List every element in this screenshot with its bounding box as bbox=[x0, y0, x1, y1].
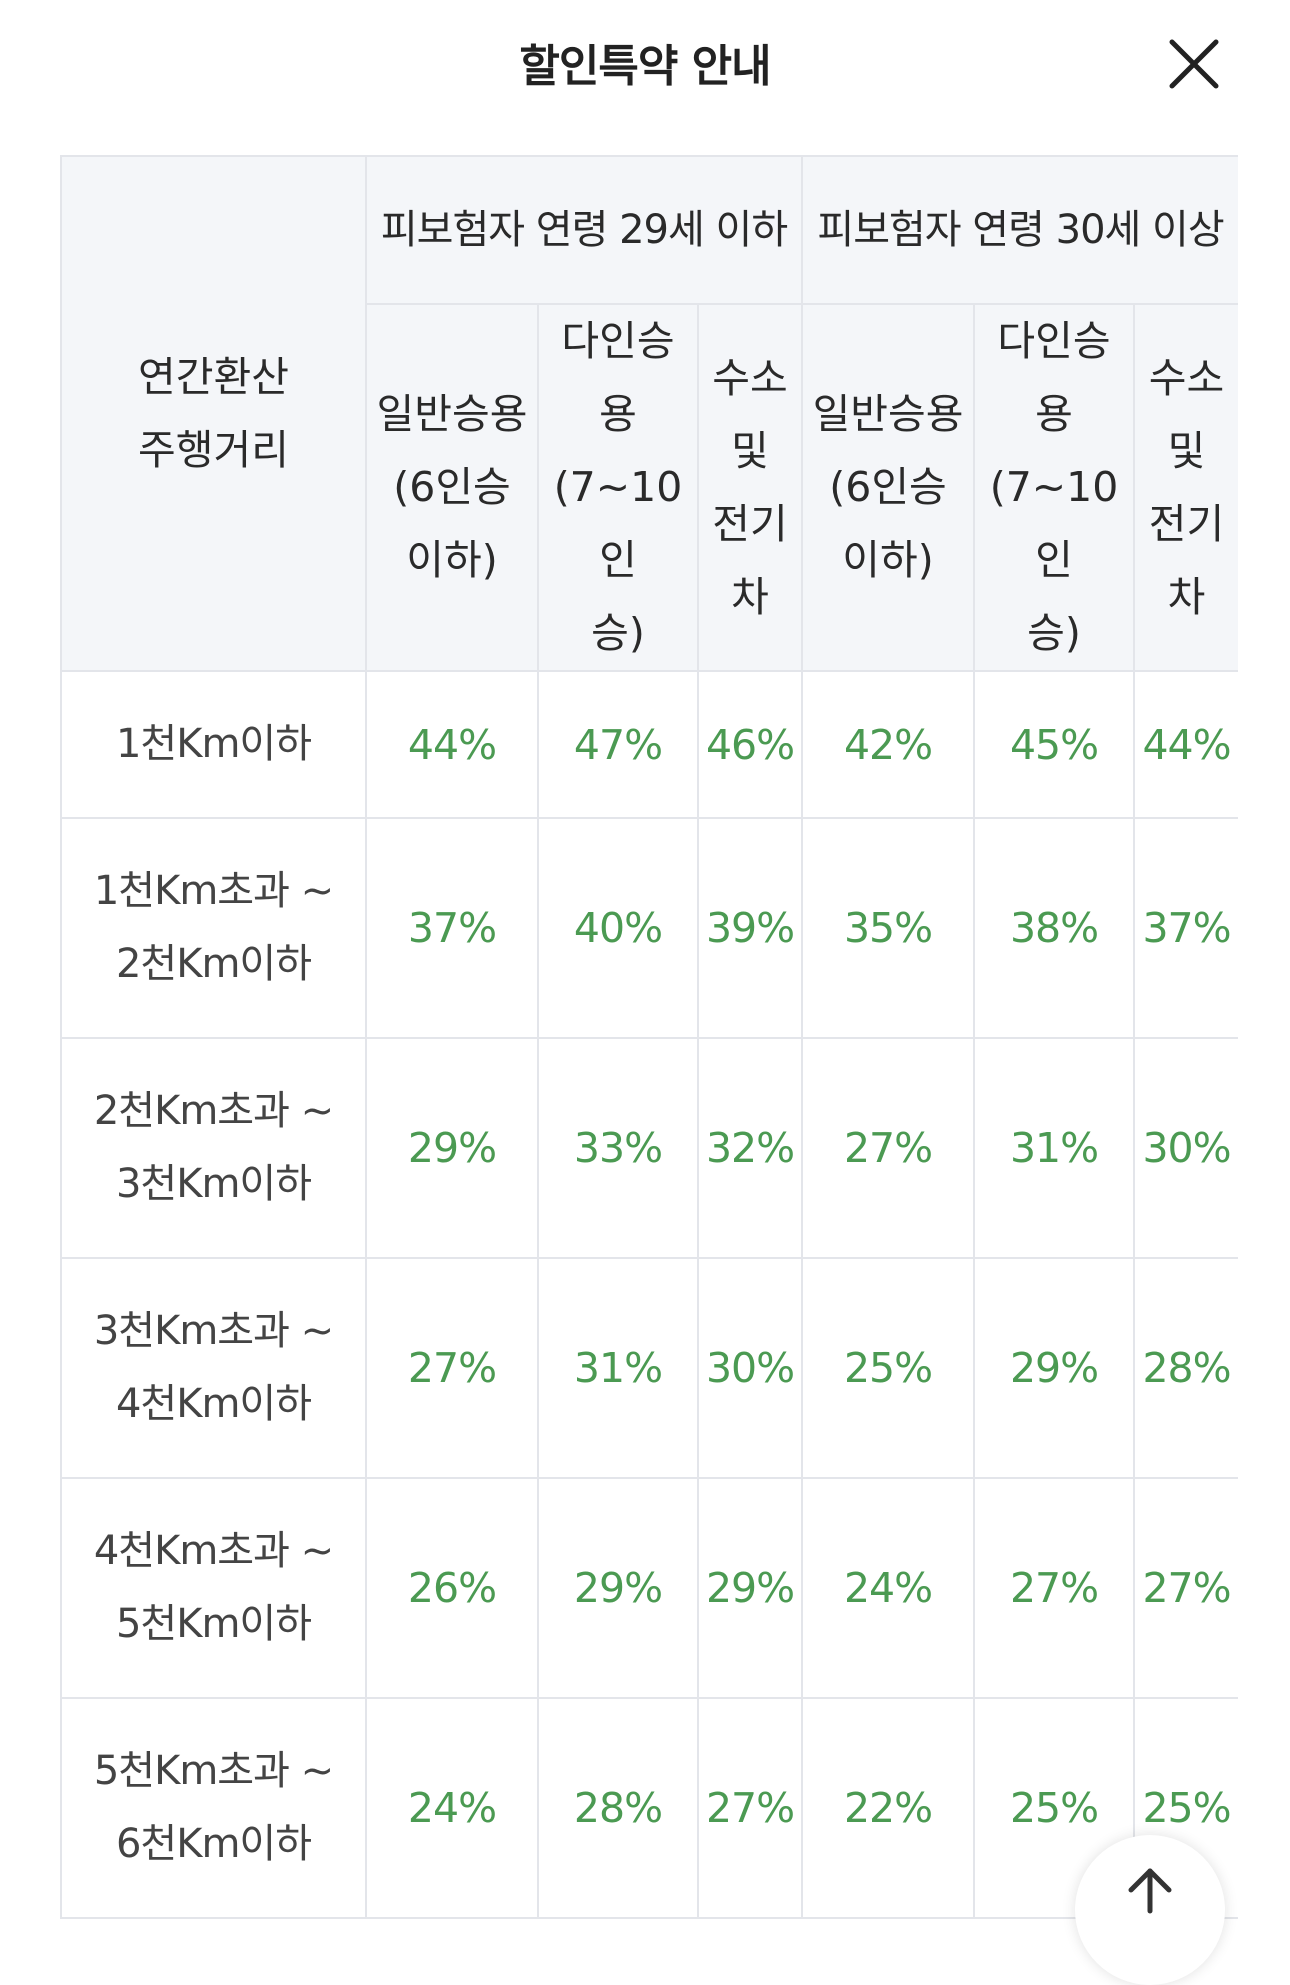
subheader-hydrogen-electric: 수소 및 전기 차 bbox=[1133, 303, 1239, 672]
distance-line: 2천Km이하 bbox=[115, 941, 312, 987]
rate-cell: 24% bbox=[801, 1477, 976, 1699]
subheader-line: 용 bbox=[599, 390, 637, 438]
page-title: 할인특약 안내 bbox=[519, 41, 771, 92]
rate-cell: 46% bbox=[696, 670, 804, 819]
distance-line: 3천Km초과 ~ bbox=[93, 1308, 334, 1354]
distance-line: 1천Km초과 ~ bbox=[93, 868, 334, 914]
distance-header-line: 주행거리 bbox=[138, 425, 289, 474]
distance-cell: 2천Km초과 ~ 3천Km이하 bbox=[60, 1037, 367, 1259]
rate-cell: 42% bbox=[801, 670, 976, 819]
rate-cell: 29% bbox=[973, 1257, 1136, 1479]
rate-cell: 24% bbox=[365, 1697, 539, 1919]
rate-cell: 29% bbox=[537, 1477, 699, 1699]
rate-cell: 38% bbox=[973, 817, 1136, 1039]
distance-header-line: 연간환산 bbox=[138, 352, 289, 401]
rate-cell: 40% bbox=[537, 817, 699, 1039]
rate-cell: 32% bbox=[696, 1037, 804, 1259]
group-header-age-30-over: 피보험자 연령 30세 이상 bbox=[801, 155, 1239, 305]
rate-cell: 28% bbox=[537, 1697, 699, 1919]
distance-header: 연간환산 주행거리 bbox=[60, 155, 367, 672]
rate-cell: 31% bbox=[537, 1257, 699, 1479]
group-header-age-29-under: 피보험자 연령 29세 이하 bbox=[364, 155, 804, 305]
distance-line: 3천Km이하 bbox=[115, 1161, 312, 1207]
rate-cell: 45% bbox=[973, 670, 1136, 819]
distance-cell: 5천Km초과 ~ 6천Km이하 bbox=[60, 1697, 367, 1919]
subheader-line: (7~10인 bbox=[553, 463, 683, 584]
table-row: 4천Km초과 ~ 5천Km이하 26% 29% 29% 24% 27% 27% bbox=[60, 1477, 1239, 1699]
subheader-line: 차 bbox=[1167, 572, 1206, 621]
subheader-line: 용 bbox=[1035, 390, 1073, 438]
subheader-line: 승) bbox=[1027, 609, 1081, 657]
distance-line: 5천Km초과 ~ bbox=[93, 1748, 334, 1794]
subheader-passenger: 일반승용 (6인승 이하) bbox=[801, 303, 976, 672]
subheader-line: 다인승 bbox=[561, 317, 675, 365]
distance-line: 2천Km초과 ~ bbox=[93, 1088, 334, 1134]
distance-cell: 1천Km이하 bbox=[60, 670, 367, 819]
discount-rate-table: 연간환산 주행거리 피보험자 연령 29세 이하 피보험자 연령 30세 이상 … bbox=[60, 155, 1239, 1919]
distance-line: 4천Km초과 ~ bbox=[93, 1528, 334, 1574]
subheader-line: 차 bbox=[731, 572, 769, 621]
rate-cell: 35% bbox=[801, 817, 976, 1039]
rate-cell: 27% bbox=[365, 1257, 539, 1479]
rate-cell: 27% bbox=[696, 1697, 804, 1919]
subheader-multi-passenger: 다인승 용 (7~10인 승) bbox=[537, 303, 699, 672]
table-row: 1천Km초과 ~ 2천Km이하 37% 40% 39% 35% 38% 37% bbox=[60, 817, 1239, 1039]
rate-cell: 33% bbox=[537, 1037, 699, 1259]
subheader-line: 이하) bbox=[842, 536, 934, 584]
subheader-line: 및 bbox=[731, 426, 769, 475]
subheader-hydrogen-electric: 수소 및 전기 차 bbox=[696, 303, 804, 672]
rate-cell: 27% bbox=[973, 1477, 1136, 1699]
table-row: 5천Km초과 ~ 6천Km이하 24% 28% 27% 22% 25% 25% bbox=[60, 1697, 1239, 1919]
rate-cell: 22% bbox=[801, 1697, 976, 1919]
rate-cell: 37% bbox=[1133, 817, 1239, 1039]
rate-cell: 29% bbox=[696, 1477, 804, 1699]
rate-cell: 27% bbox=[1133, 1477, 1239, 1699]
subheader-multi-passenger: 다인승 용 (7~10인 승) bbox=[973, 303, 1136, 672]
rate-cell: 37% bbox=[365, 817, 539, 1039]
table-row: 2천Km초과 ~ 3천Km이하 29% 33% 32% 27% 31% 30% bbox=[60, 1037, 1239, 1259]
distance-line: 1천Km이하 bbox=[115, 721, 312, 767]
table-row: 3천Km초과 ~ 4천Km이하 27% 31% 30% 25% 29% 28% bbox=[60, 1257, 1239, 1479]
arrow-up-icon bbox=[1128, 1868, 1172, 1914]
distance-cell: 4천Km초과 ~ 5천Km이하 bbox=[60, 1477, 367, 1699]
subheader-line: (6인승 bbox=[393, 463, 511, 511]
distance-line: 5천Km이하 bbox=[115, 1601, 312, 1647]
subheader-line: (7~10인 bbox=[989, 463, 1119, 584]
rate-cell: 29% bbox=[365, 1037, 539, 1259]
close-icon bbox=[1169, 39, 1219, 89]
distance-line: 4천Km이하 bbox=[115, 1381, 312, 1427]
rate-cell: 44% bbox=[1133, 670, 1239, 819]
subheader-line: 수소 bbox=[712, 353, 788, 402]
table-row: 1천Km이하 44% 47% 46% 42% 45% 44% bbox=[60, 670, 1239, 819]
rate-cell: 47% bbox=[537, 670, 699, 819]
close-button[interactable] bbox=[1162, 32, 1226, 96]
subheader-line: (6인승 bbox=[829, 463, 947, 511]
subheader-line: 전기 bbox=[712, 499, 788, 548]
subheader-line: 일반승용 bbox=[376, 390, 528, 438]
rate-cell: 26% bbox=[365, 1477, 539, 1699]
subheader-line: 이하) bbox=[406, 536, 498, 584]
rate-cell: 25% bbox=[801, 1257, 976, 1479]
distance-line: 6천Km이하 bbox=[115, 1821, 312, 1867]
subheader-line: 전기 bbox=[1148, 499, 1225, 548]
modal-header: 할인특약 안내 bbox=[0, 0, 1290, 130]
subheader-line: 일반승용 bbox=[812, 390, 964, 438]
rate-cell: 28% bbox=[1133, 1257, 1239, 1479]
rate-cell: 30% bbox=[696, 1257, 804, 1479]
distance-cell: 1천Km초과 ~ 2천Km이하 bbox=[60, 817, 367, 1039]
subheader-line: 수소 bbox=[1148, 353, 1225, 402]
rate-cell: 39% bbox=[696, 817, 804, 1039]
subheader-passenger: 일반승용 (6인승 이하) bbox=[365, 303, 539, 672]
subheader-line: 다인승 bbox=[997, 317, 1111, 365]
rate-cell: 44% bbox=[365, 670, 539, 819]
subheader-line: 및 bbox=[1167, 426, 1206, 475]
subheader-line: 승) bbox=[591, 609, 645, 657]
distance-cell: 3천Km초과 ~ 4천Km이하 bbox=[60, 1257, 367, 1479]
rate-cell: 27% bbox=[801, 1037, 976, 1259]
scroll-to-top-button[interactable] bbox=[1075, 1835, 1225, 1985]
rate-cell: 30% bbox=[1133, 1037, 1239, 1259]
rate-cell: 31% bbox=[973, 1037, 1136, 1259]
